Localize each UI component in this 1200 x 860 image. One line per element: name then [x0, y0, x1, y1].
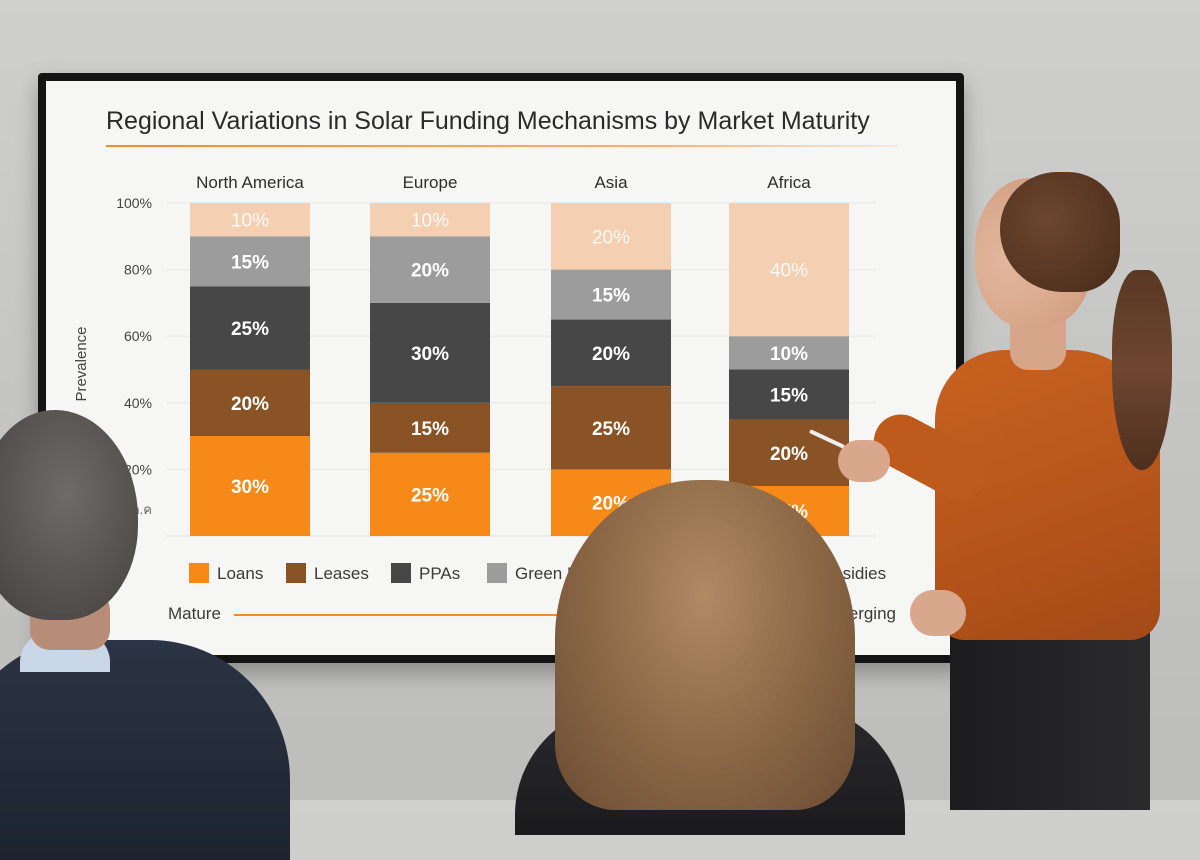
legend-swatch	[286, 563, 306, 583]
data-label: 10%	[770, 344, 808, 365]
bar-segment	[370, 402, 490, 453]
data-label: 25%	[411, 485, 449, 506]
data-label: 15%	[770, 385, 808, 406]
category-label: Europe	[403, 173, 458, 192]
legend-swatch	[487, 563, 507, 583]
bar-segment	[729, 369, 849, 420]
data-label: 40%	[770, 261, 808, 282]
y-tick-label: 40%	[124, 395, 152, 411]
category-label: North America	[196, 173, 304, 192]
data-label: 20%	[592, 344, 630, 365]
presenter-lower-hand	[910, 590, 966, 636]
title-underline	[106, 145, 898, 147]
bar-segment	[190, 236, 310, 287]
legend-swatch	[189, 563, 209, 583]
bar-segment	[370, 236, 490, 303]
bar-segment	[551, 386, 671, 470]
presenter-ponytail	[1112, 270, 1172, 470]
bar-segment	[190, 203, 310, 237]
maturity-label-mature: Mature	[168, 604, 221, 623]
bar-segment	[190, 286, 310, 370]
data-label: 20%	[770, 444, 808, 465]
data-label: 20%	[592, 227, 630, 248]
bar-segment	[729, 419, 849, 487]
y-tick-label: 60%	[124, 328, 152, 344]
data-label: 10%	[411, 211, 449, 232]
audience-woman-hair	[555, 480, 855, 810]
presenter-pants	[950, 620, 1150, 810]
y-tick-label: 80%	[124, 262, 152, 278]
bar-segment	[370, 203, 490, 237]
bar-segment	[370, 452, 490, 536]
category-label: Africa	[767, 173, 811, 192]
data-label: 20%	[411, 261, 449, 282]
category-label: Asia	[594, 173, 628, 192]
bar-segment	[190, 436, 310, 536]
data-label: 20%	[231, 394, 269, 415]
bar-segment	[190, 369, 310, 437]
data-label: 15%	[411, 419, 449, 440]
legend-label: Leases	[314, 564, 369, 583]
bar-segment	[729, 336, 849, 370]
data-label: 30%	[411, 344, 449, 365]
data-label: 25%	[231, 319, 269, 340]
bar-segment	[551, 269, 671, 320]
legend-swatch	[391, 563, 411, 583]
audience-man-head	[0, 410, 138, 620]
bar-segment	[551, 319, 671, 387]
bar-segment	[370, 302, 490, 403]
presenter-hand	[838, 440, 890, 482]
chart-title: Regional Variations in Solar Funding Mec…	[106, 107, 870, 135]
data-label: 25%	[592, 419, 630, 440]
bar-segment	[551, 203, 671, 270]
y-tick-label: 20%	[124, 461, 152, 477]
bar-segment	[729, 203, 849, 337]
legend-label: Loans	[217, 564, 263, 583]
data-label: 10%	[231, 211, 269, 232]
data-label: 15%	[231, 252, 269, 273]
data-label: 15%	[592, 286, 630, 307]
data-label: 30%	[231, 477, 269, 498]
legend-label: PPAs	[419, 564, 460, 583]
y-axis-label: Prevalence	[73, 326, 90, 401]
presenter-hair	[1000, 172, 1120, 292]
y-tick-label: 100%	[116, 195, 152, 211]
audience-man-suit	[0, 640, 290, 860]
